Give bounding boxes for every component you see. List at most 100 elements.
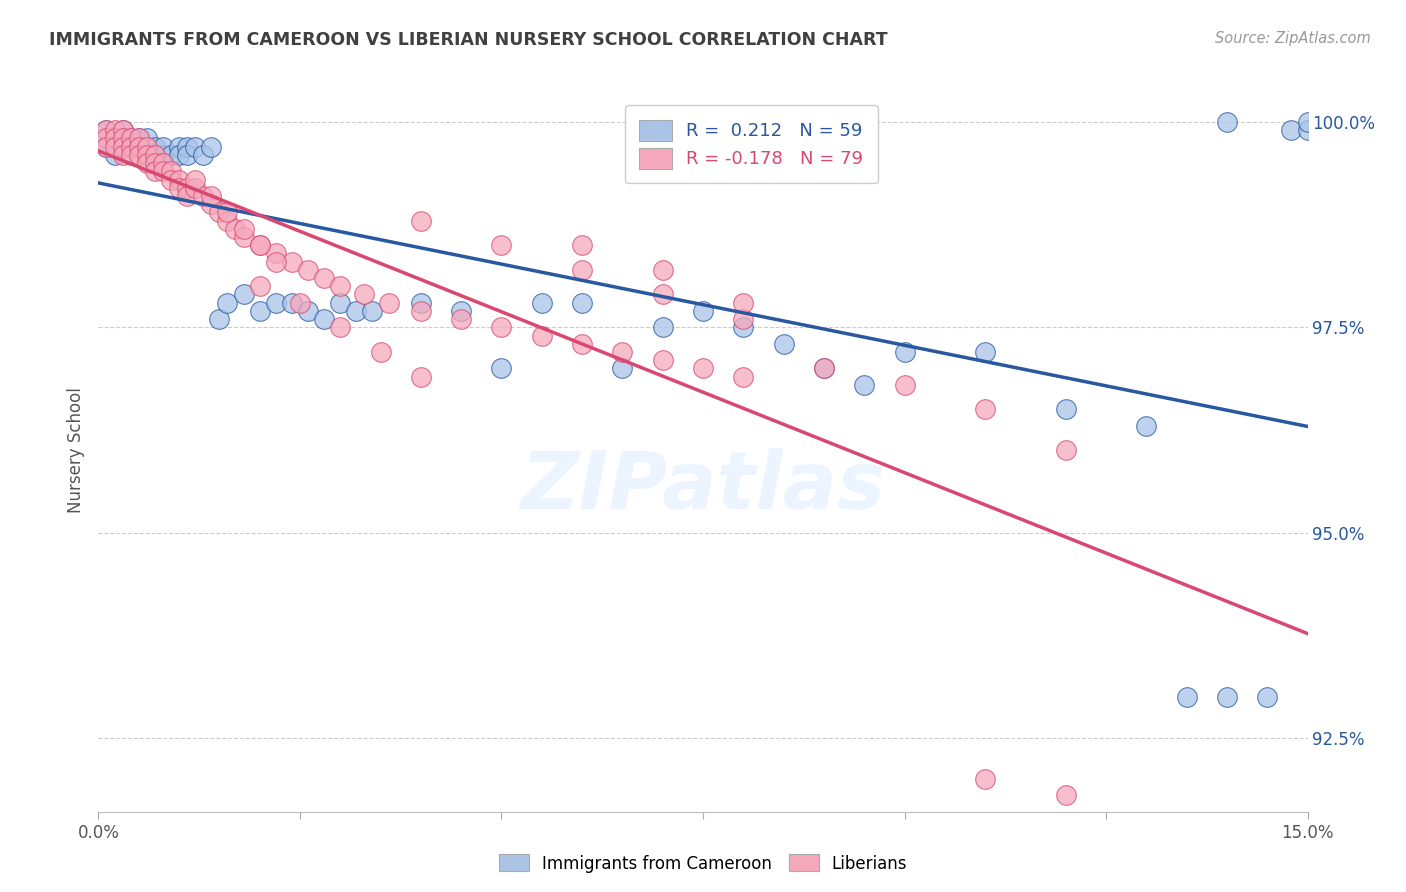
Point	[249, 304, 271, 318]
Point	[152, 139, 174, 153]
Point	[135, 148, 157, 162]
Point	[1054, 789, 1077, 803]
Text: IMMIGRANTS FROM CAMEROON VS LIBERIAN NURSERY SCHOOL CORRELATION CHART: IMMIGRANTS FROM CAMEROON VS LIBERIAN NUR…	[49, 31, 887, 49]
Point	[120, 131, 142, 145]
Point	[120, 131, 142, 145]
Point	[176, 189, 198, 203]
Point	[96, 139, 118, 153]
Text: Source: ZipAtlas.com: Source: ZipAtlas.com	[1215, 31, 1371, 46]
Point	[297, 304, 319, 318]
Point	[1296, 115, 1319, 129]
Point	[297, 263, 319, 277]
Point	[135, 139, 157, 153]
Point	[893, 345, 915, 359]
Point	[530, 295, 553, 310]
Point	[853, 377, 876, 392]
Point	[135, 131, 157, 145]
Point	[111, 123, 134, 137]
Point	[193, 189, 215, 203]
Point	[96, 131, 118, 145]
Point	[232, 230, 254, 244]
Point	[193, 148, 215, 162]
Point	[1216, 115, 1239, 129]
Point	[530, 328, 553, 343]
Point	[651, 320, 673, 334]
Point	[692, 361, 714, 376]
Point	[208, 312, 231, 326]
Point	[128, 131, 150, 145]
Point	[409, 304, 432, 318]
Point	[249, 279, 271, 293]
Point	[160, 172, 183, 186]
Point	[612, 345, 634, 359]
Point	[96, 123, 118, 137]
Point	[571, 238, 593, 252]
Point	[1175, 690, 1198, 704]
Point	[353, 287, 375, 301]
Point	[651, 263, 673, 277]
Point	[370, 345, 392, 359]
Point	[200, 197, 222, 211]
Point	[249, 238, 271, 252]
Point	[152, 164, 174, 178]
Point	[103, 148, 125, 162]
Point	[288, 295, 311, 310]
Point	[200, 139, 222, 153]
Point	[491, 361, 513, 376]
Point	[1281, 123, 1303, 137]
Point	[329, 279, 352, 293]
Y-axis label: Nursery School: Nursery School	[66, 387, 84, 514]
Point	[264, 295, 287, 310]
Point	[733, 312, 755, 326]
Legend: R =  0.212   N = 59, R = -0.178   N = 79: R = 0.212 N = 59, R = -0.178 N = 79	[624, 105, 877, 183]
Point	[733, 320, 755, 334]
Point	[96, 123, 118, 137]
Point	[612, 361, 634, 376]
Point	[135, 156, 157, 170]
Point	[377, 295, 399, 310]
Point	[491, 238, 513, 252]
Point	[208, 205, 231, 219]
Point	[893, 377, 915, 392]
Point	[128, 139, 150, 153]
Point	[167, 180, 190, 194]
Point	[264, 246, 287, 260]
Point	[450, 312, 472, 326]
Point	[128, 131, 150, 145]
Point	[111, 139, 134, 153]
Point	[184, 172, 207, 186]
Point	[974, 402, 997, 417]
Point	[152, 156, 174, 170]
Point	[111, 123, 134, 137]
Point	[217, 205, 239, 219]
Point	[974, 772, 997, 786]
Point	[264, 254, 287, 268]
Point	[184, 180, 207, 194]
Point	[491, 320, 513, 334]
Point	[329, 295, 352, 310]
Point	[143, 164, 166, 178]
Point	[813, 361, 835, 376]
Point	[281, 254, 304, 268]
Point	[167, 172, 190, 186]
Point	[128, 139, 150, 153]
Point	[733, 369, 755, 384]
Point	[200, 189, 222, 203]
Point	[111, 131, 134, 145]
Point	[813, 361, 835, 376]
Point	[314, 271, 336, 285]
Point	[409, 369, 432, 384]
Point	[1216, 690, 1239, 704]
Point	[120, 139, 142, 153]
Point	[249, 238, 271, 252]
Point	[103, 131, 125, 145]
Point	[1135, 418, 1157, 433]
Point	[217, 295, 239, 310]
Point	[167, 139, 190, 153]
Point	[571, 295, 593, 310]
Point	[314, 312, 336, 326]
Point	[232, 287, 254, 301]
Point	[143, 156, 166, 170]
Point	[733, 295, 755, 310]
Point	[176, 139, 198, 153]
